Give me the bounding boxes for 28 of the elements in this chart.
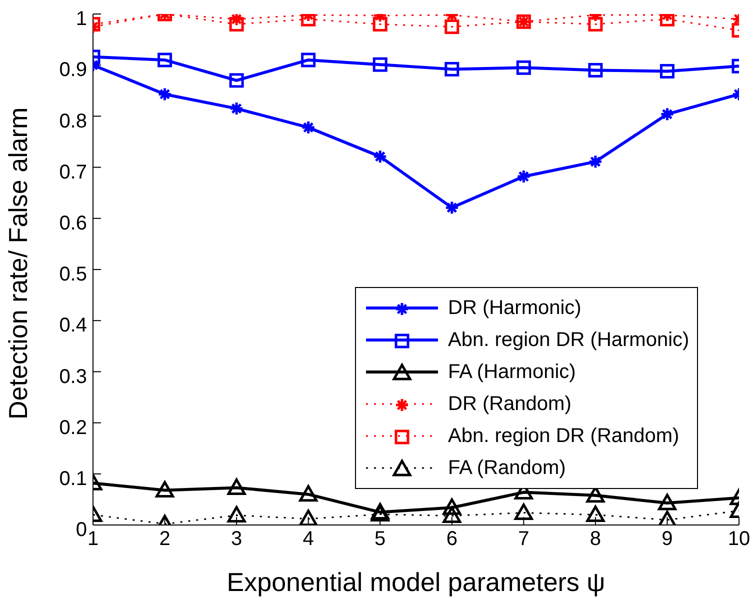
x-tick-label: 9: [662, 528, 673, 550]
x-axis-title: Exponential model parameters ψ: [226, 567, 606, 597]
x-tick-label: 10: [728, 528, 750, 550]
x-tick-label: 5: [374, 528, 386, 550]
x-tick-label: 2: [159, 528, 170, 550]
x-tick-label: 3: [230, 528, 242, 550]
x-tick-label: 8: [590, 528, 602, 550]
y-tick-label: 0.8: [59, 110, 87, 132]
y-axis-title: Detection rate/ False alarm: [3, 107, 34, 420]
legend-label: FA (Random): [448, 456, 566, 480]
y-tick-label: 0: [76, 519, 87, 542]
y-tick-label: 0.7: [59, 161, 87, 184]
legend-label: DR (Harmonic): [448, 296, 582, 320]
y-tick-label: 0.9: [59, 59, 87, 82]
legend-label: Abn. region DR (Harmonic): [448, 328, 690, 352]
legend-label: Abn. region DR (Random): [448, 424, 680, 448]
y-tick-label: 0.4: [59, 314, 87, 337]
y-tick-label: 0.3: [59, 366, 87, 388]
legend-label: DR (Random): [448, 392, 572, 416]
x-tick-label: 7: [518, 528, 530, 550]
y-tick-label: 0.1: [59, 468, 87, 490]
y-tick-label: 1: [76, 8, 87, 30]
y-tick-label: 0.5: [59, 264, 87, 286]
y-tick-label: 0.2: [59, 416, 87, 439]
x-tick-label: 6: [446, 528, 458, 550]
x-tick-label: 4: [302, 528, 314, 550]
y-tick-label: 0.6: [59, 212, 87, 234]
legend-label: FA (Harmonic): [448, 360, 576, 384]
